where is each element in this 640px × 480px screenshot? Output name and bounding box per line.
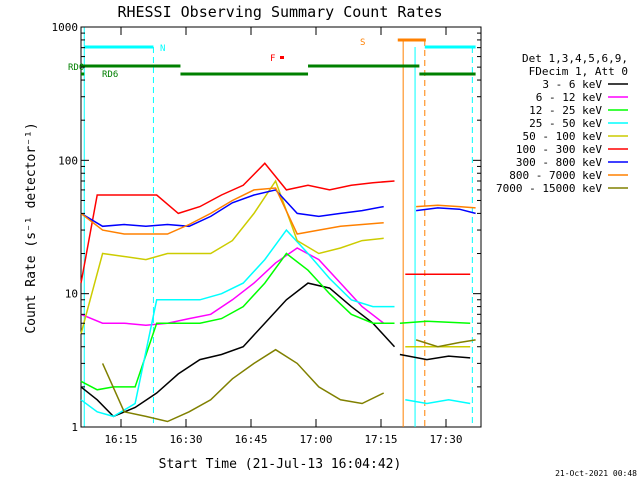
legend-label: 25 - 50 keV [529, 117, 602, 130]
series-line [416, 207, 476, 215]
x-tick-label: 16:15 [104, 433, 137, 446]
y-tick-label: 1 [71, 421, 78, 434]
series-8 [80, 187, 476, 235]
legend-label: 12 - 25 keV [529, 104, 602, 117]
series-2 [80, 247, 385, 326]
plot-frame [80, 26, 482, 428]
series-line [80, 247, 385, 326]
x-tick-label: 16:30 [169, 433, 202, 446]
series-line [80, 162, 395, 284]
series-line [405, 399, 471, 405]
series-line [399, 320, 471, 324]
x-tick-label: 17:30 [429, 433, 462, 446]
x-tick-label: 17:00 [299, 433, 332, 446]
y-axis-label: Count Rate (s⁻¹ detector⁻¹) [24, 122, 39, 333]
series-9 [101, 339, 476, 423]
legend-label: 300 - 800 keV [516, 156, 602, 169]
x-tick-label: 17:15 [364, 433, 397, 446]
series-7 [80, 189, 476, 228]
x-tick-label: 16:45 [234, 433, 267, 446]
series-line [415, 339, 476, 348]
series-line [80, 179, 384, 334]
flag-label-n: N [160, 44, 165, 54]
flag-label-rd0: RD0 [68, 63, 84, 73]
legend-label: 3 - 6 keV [542, 78, 602, 91]
series-line [80, 187, 384, 235]
series-4 [80, 228, 471, 418]
legend-label: 800 - 7000 keV [509, 169, 602, 182]
flag-label-s: S [360, 38, 365, 48]
series-3 [80, 252, 471, 391]
flare-flag-mark [280, 56, 284, 59]
legend-header: Det 1,3,4,5,6,9, [522, 52, 628, 65]
legend-label: 7000 - 15000 keV [496, 182, 602, 195]
x-axis-label: Start Time (21-Jul-13 16:04:42) [159, 457, 402, 472]
flag-label-f: F [270, 54, 275, 64]
legend-label: 100 - 300 keV [516, 143, 602, 156]
y-tick-label: 100 [58, 154, 78, 167]
legend-label: 50 - 100 keV [523, 130, 603, 143]
chart-title: RHESSI Observing Summary Count Rates [117, 3, 442, 21]
y-tick-label: 10 [65, 288, 78, 301]
footer-timestamp: 21-Oct-2021 00:48 [555, 469, 637, 478]
series-line [416, 204, 476, 209]
series-line [80, 252, 395, 391]
legend-header: FDecim 1, Att 0 [529, 65, 628, 78]
legend-label: 6 - 12 keV [536, 91, 603, 104]
series-line [101, 348, 385, 423]
series-6 [80, 162, 471, 284]
series-line [399, 353, 471, 361]
y-tick-label: 1000 [52, 21, 79, 34]
series-line [80, 228, 395, 418]
series-line [80, 189, 384, 228]
flag-label-rd6: RD6 [102, 70, 118, 80]
